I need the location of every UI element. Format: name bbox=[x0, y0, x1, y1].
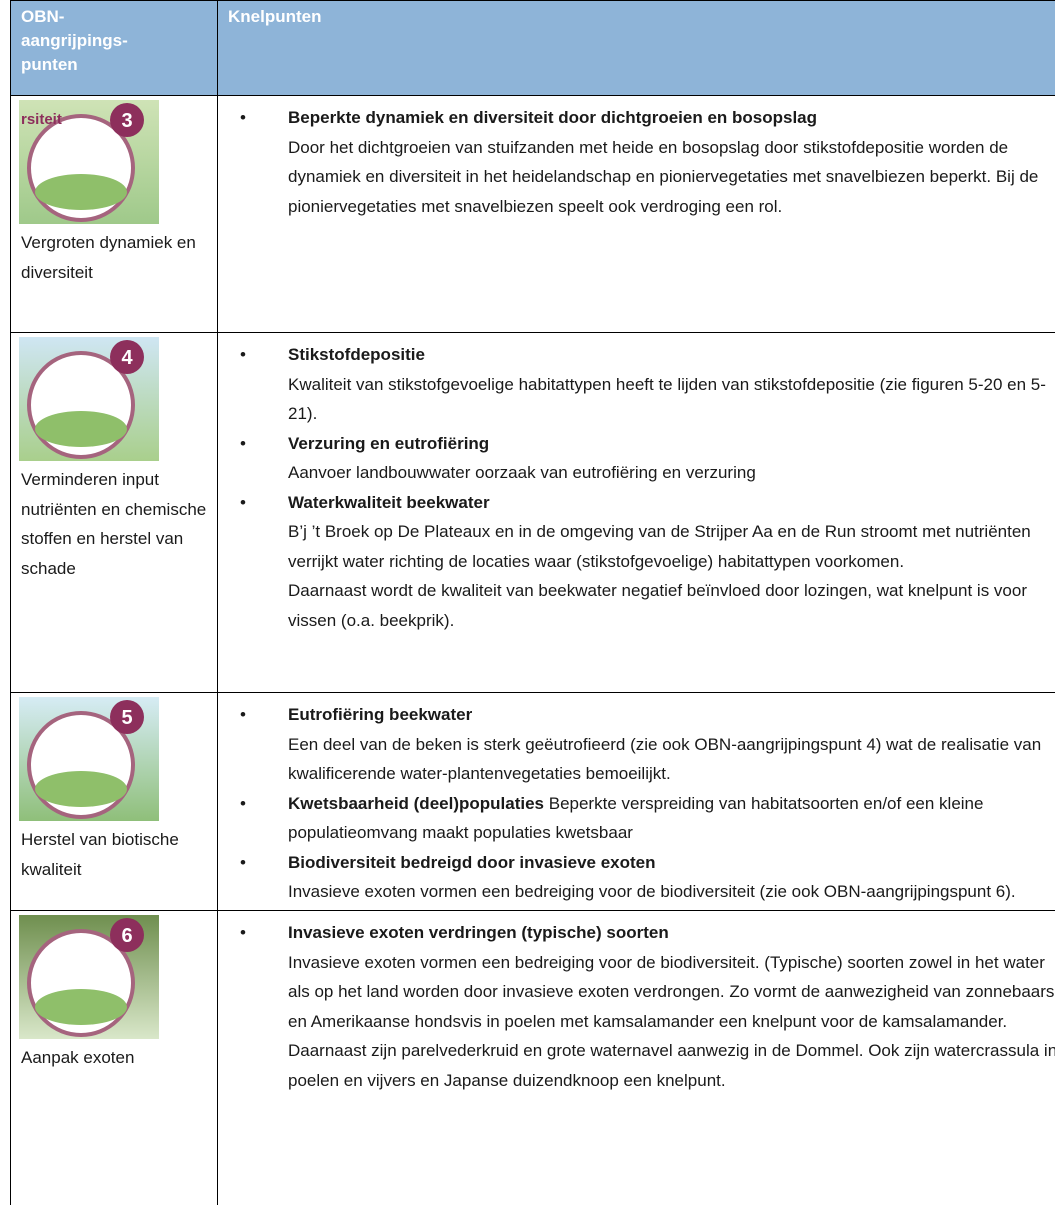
icon-badge bbox=[110, 340, 144, 374]
header-cell: Knelpunten bbox=[218, 1, 1055, 96]
row-label: Herstel van biotische kwaliteit bbox=[21, 830, 179, 879]
item-title: Eutrofiëring beekwater bbox=[288, 705, 473, 724]
item-text: Invasieve exoten vormen een bedreiging v… bbox=[288, 952, 1055, 1090]
content-cell: • Invasieve exoten verdringen (typische) … bbox=[218, 911, 1055, 1205]
list-item: • Kwetsbaarheid (deel)populaties Beperkte… bbox=[218, 789, 1055, 848]
icon-ground bbox=[35, 989, 127, 1025]
item-title: Waterkwaliteit beekwater bbox=[288, 492, 490, 512]
label-cell: 4 Verminderen input nutriënten en chemisc… bbox=[10, 333, 218, 692]
row-label: Verminderen input nutriënten en chemisch… bbox=[21, 470, 207, 578]
item-text: B’j ’t Broek op De Plateaux en in de omg… bbox=[288, 522, 1031, 571]
icon: 3 rsiteit bbox=[19, 100, 159, 224]
header-text: Knelpunten bbox=[228, 7, 322, 26]
bullet: • bbox=[240, 793, 246, 813]
icon-badge bbox=[110, 700, 144, 734]
icon: 4 bbox=[19, 337, 159, 461]
bullet: • bbox=[240, 433, 246, 453]
icon: 6 bbox=[19, 915, 159, 1039]
item-title: Verzuring en eutrofiëring bbox=[288, 433, 490, 453]
item-list: • Beperkte dynamiek en diversiteit door d… bbox=[218, 96, 1055, 221]
icon-caption: rsiteit bbox=[21, 111, 62, 128]
item-title: Stikstofdepositie bbox=[288, 345, 425, 364]
content-cell: • Stikstofdepositie Kwaliteit van stikstof… bbox=[218, 333, 1055, 692]
header-row: OBN- aangrijpings- punten Knelpunten bbox=[10, 0, 1055, 96]
list-item: • Waterkwaliteit beekwater B’j ’t Broek op… bbox=[218, 488, 1055, 636]
icon-ground bbox=[35, 771, 127, 807]
label-cell: 6 Aanpak exoten bbox=[10, 911, 218, 1205]
bullet: • bbox=[240, 852, 246, 872]
item-list: • Invasieve exoten verdringen (typische) … bbox=[218, 911, 1055, 1095]
list-item: • Stikstofdepositie Kwaliteit van stikstof… bbox=[218, 340, 1055, 429]
table-row: 5 Herstel van biotische kwaliteit • Eutrofi… bbox=[10, 692, 1055, 910]
row-label: Vergroten dynamiek en diversiteit bbox=[21, 233, 196, 282]
icon-badge bbox=[110, 918, 144, 952]
header-text: OBN- aangrijpings- punten bbox=[21, 7, 128, 74]
icon-ground bbox=[35, 174, 127, 210]
item-text: Kwaliteit van stikstofgevoelige habitatt… bbox=[288, 374, 1046, 424]
item-title: Kwetsbaarheid (deel)populaties bbox=[288, 793, 544, 813]
table-row: 4 Verminderen input nutriënten en chemisc… bbox=[10, 332, 1055, 692]
bullet: • bbox=[240, 705, 246, 724]
icon-number: 5 bbox=[121, 707, 132, 729]
list-item: • Eutrofiëring beekwater Een deel van de b… bbox=[218, 700, 1055, 789]
icon-number: 3 bbox=[121, 110, 132, 132]
list-item: • Beperkte dynamiek en diversiteit door d… bbox=[218, 103, 1055, 221]
icon-badge bbox=[110, 103, 144, 137]
item-text: Door het dichtgroeien van stuifzanden me… bbox=[288, 137, 1039, 216]
item-text: Aanvoer landbouwwater oorzaak van eutrof… bbox=[288, 463, 756, 482]
table-row: 3 rsiteit Vergroten dynamiek en diversitei… bbox=[10, 95, 1055, 332]
icon-ground bbox=[35, 411, 127, 447]
item-title: Invasieve exoten verdringen (typische) s… bbox=[288, 923, 669, 942]
icon: 5 bbox=[19, 697, 159, 821]
item-title: Beperkte dynamiek en diversiteit door di… bbox=[288, 108, 818, 127]
item-list: • Eutrofiëring beekwater Een deel van de b… bbox=[218, 693, 1055, 907]
label-cell: 5 Herstel van biotische kwaliteit bbox=[10, 693, 218, 910]
table-row: 6 Aanpak exoten • Invasieve exoten verdring… bbox=[10, 910, 1055, 1205]
item-list: • Stikstofdepositie Kwaliteit van stikstof… bbox=[218, 333, 1055, 635]
item-text: Daarnaast wordt de kwaliteit van beekwat… bbox=[288, 581, 1027, 630]
list-item: • Verzuring en eutrofiëring Aanvoer landbo… bbox=[218, 429, 1055, 488]
list-item: • Invasieve exoten verdringen (typische) … bbox=[218, 918, 1055, 1095]
bullet: • bbox=[240, 108, 246, 127]
label-cell: 3 rsiteit Vergroten dynamiek en diversitei… bbox=[10, 96, 218, 332]
row-label: Aanpak exoten bbox=[21, 1048, 135, 1067]
list-item: • Biodiversiteit bedreigd door invasieve … bbox=[218, 848, 1055, 907]
item-text: Invasieve exoten vormen een bedreiging v… bbox=[288, 882, 1016, 901]
item-title: Biodiversiteit bedreigd door invasieve e… bbox=[288, 852, 656, 872]
content-cell: • Beperkte dynamiek en diversiteit door d… bbox=[218, 96, 1055, 332]
header-cell: OBN- aangrijpings- punten bbox=[10, 1, 218, 96]
bullet: • bbox=[240, 345, 246, 364]
item-text: Beperkte verspreiding van habitatsoorten… bbox=[288, 793, 984, 843]
content-cell: • Eutrofiëring beekwater Een deel van de b… bbox=[218, 693, 1055, 910]
item-text: Een deel van de beken is sterk geëutrofi… bbox=[288, 734, 1042, 784]
bullet: • bbox=[240, 923, 246, 942]
bullet: • bbox=[240, 492, 246, 512]
icon-number: 6 bbox=[121, 925, 132, 947]
icon-number: 4 bbox=[121, 347, 133, 369]
